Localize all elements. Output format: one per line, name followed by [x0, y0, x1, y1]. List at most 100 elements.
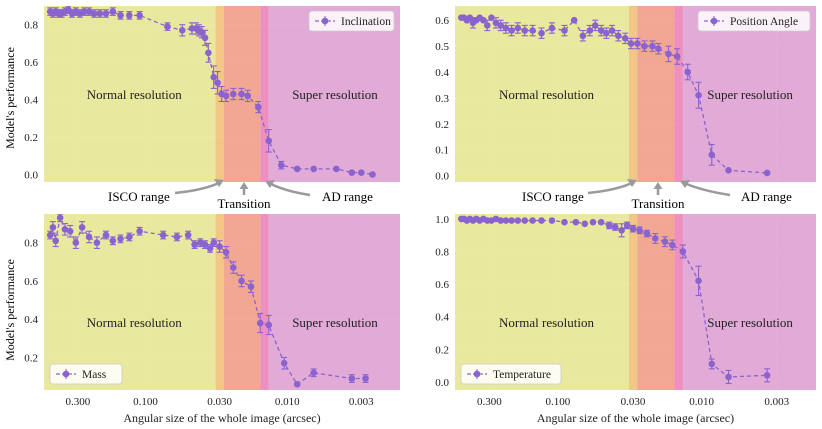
ad-range-label-left: AD range	[322, 189, 373, 204]
data-point	[52, 237, 59, 245]
isco-arrow-right-head	[627, 179, 637, 187]
x-tick-label: 0.100	[546, 396, 571, 408]
isco-arrow-right	[587, 180, 635, 195]
panel-position-angle: Normal resolution Super resolution 0.0 0.1 0…	[435, 6, 816, 183]
ad-zone	[674, 6, 683, 182]
data-point	[159, 231, 167, 239]
ad-arrow-left-head	[265, 180, 275, 188]
y-axis-label-bottom: Model's performance	[3, 259, 17, 361]
data-point	[136, 12, 143, 19]
data-point	[502, 217, 510, 224]
data-point	[581, 220, 589, 228]
data-point	[508, 217, 515, 224]
data-point	[591, 22, 599, 29]
data-point	[81, 8, 88, 15]
data-point	[49, 224, 57, 231]
data-point	[673, 53, 681, 60]
y-axis-label-top: Model's performance	[3, 47, 17, 149]
annotations-right: ISCO range Transition AD range	[522, 179, 792, 211]
data-point	[85, 233, 93, 241]
data-point	[608, 27, 616, 34]
y-tick-label: 0.6	[435, 279, 449, 291]
y-tick-label: 0.4	[24, 95, 38, 107]
data-point	[238, 90, 245, 98]
data-point	[668, 241, 676, 249]
data-point	[514, 217, 522, 224]
legend-marker	[62, 370, 70, 378]
data-point	[230, 264, 237, 271]
legend-marker	[321, 17, 329, 25]
data-point	[256, 319, 264, 327]
data-point	[579, 32, 587, 40]
legend-box	[308, 10, 395, 32]
data-point	[201, 34, 209, 42]
data-point	[661, 238, 669, 246]
x-axis-label: Angular size of the whole image (arcsec)	[123, 411, 320, 425]
data-point	[358, 169, 365, 176]
data-point	[548, 24, 556, 32]
data-point	[763, 372, 771, 379]
x-tick-label: 0.300	[477, 396, 502, 408]
panel-temperature: Normal resolution Super resolution 0.0 0.2 0…	[435, 214, 816, 425]
data-point	[497, 217, 505, 224]
ad-arrow-right	[683, 181, 731, 197]
data-point	[636, 226, 643, 234]
data-point	[214, 79, 221, 87]
legend: Position Angle	[697, 10, 811, 32]
isco-range-label-right: ISCO range	[522, 189, 584, 204]
data-point	[210, 73, 218, 81]
data-point	[164, 23, 171, 30]
normal-resolution-label: Normal resolution	[87, 87, 182, 102]
data-point	[210, 239, 218, 246]
y-tick-label: 0.4	[435, 312, 449, 324]
ad-zone	[674, 214, 683, 390]
y-tick-label: 0.6	[24, 57, 38, 69]
data-point	[254, 103, 262, 111]
data-point	[621, 35, 629, 42]
data-point	[173, 233, 181, 241]
y-tick-label: 0.2	[24, 132, 38, 144]
normal-resolution-label: Normal resolution	[499, 87, 594, 102]
data-point	[570, 16, 578, 24]
data-point	[538, 29, 545, 37]
normal-resolution-label: Normal resolution	[87, 315, 182, 330]
x-tick-label: 0.010	[275, 396, 300, 408]
data-point	[117, 12, 124, 19]
data-point	[521, 27, 529, 34]
normal-resolution-label: Normal resolution	[499, 315, 594, 330]
isco-zone	[629, 6, 638, 182]
data-point	[90, 10, 98, 17]
data-point	[96, 10, 104, 17]
legend-box	[697, 10, 811, 32]
data-point	[521, 217, 529, 224]
data-point	[93, 239, 101, 246]
data-point	[348, 375, 356, 382]
data-point	[641, 42, 648, 50]
y-tick-label: 0.8	[435, 246, 449, 258]
data-point	[78, 224, 86, 231]
ad-range-label-right: AD range	[741, 189, 792, 204]
series-temperature	[458, 215, 771, 385]
x-tick-label: 0.300	[65, 396, 90, 408]
x-tick-label: 0.030	[207, 396, 232, 408]
data-point	[72, 239, 80, 246]
data-point	[126, 12, 133, 19]
data-point	[508, 27, 515, 34]
data-point	[205, 49, 212, 57]
annotations-left: ISCO range Transition AD range	[108, 179, 373, 211]
transition-arrow-right-head	[653, 182, 663, 189]
data-point	[348, 169, 356, 176]
y-tick-label: 0.4	[435, 67, 449, 79]
isco-range-label-left: ISCO range	[108, 189, 170, 204]
data-point	[61, 226, 69, 233]
data-point	[278, 161, 285, 169]
data-point	[102, 231, 110, 239]
data-point	[589, 218, 597, 226]
x-tick-label: 0.100	[133, 396, 158, 408]
x-tick-label: 0.003	[764, 396, 789, 408]
y-tick-label: 0.6	[435, 15, 449, 27]
data-point	[502, 24, 510, 32]
legend-box	[460, 363, 562, 385]
data-point	[310, 165, 318, 173]
data-point	[222, 248, 230, 256]
